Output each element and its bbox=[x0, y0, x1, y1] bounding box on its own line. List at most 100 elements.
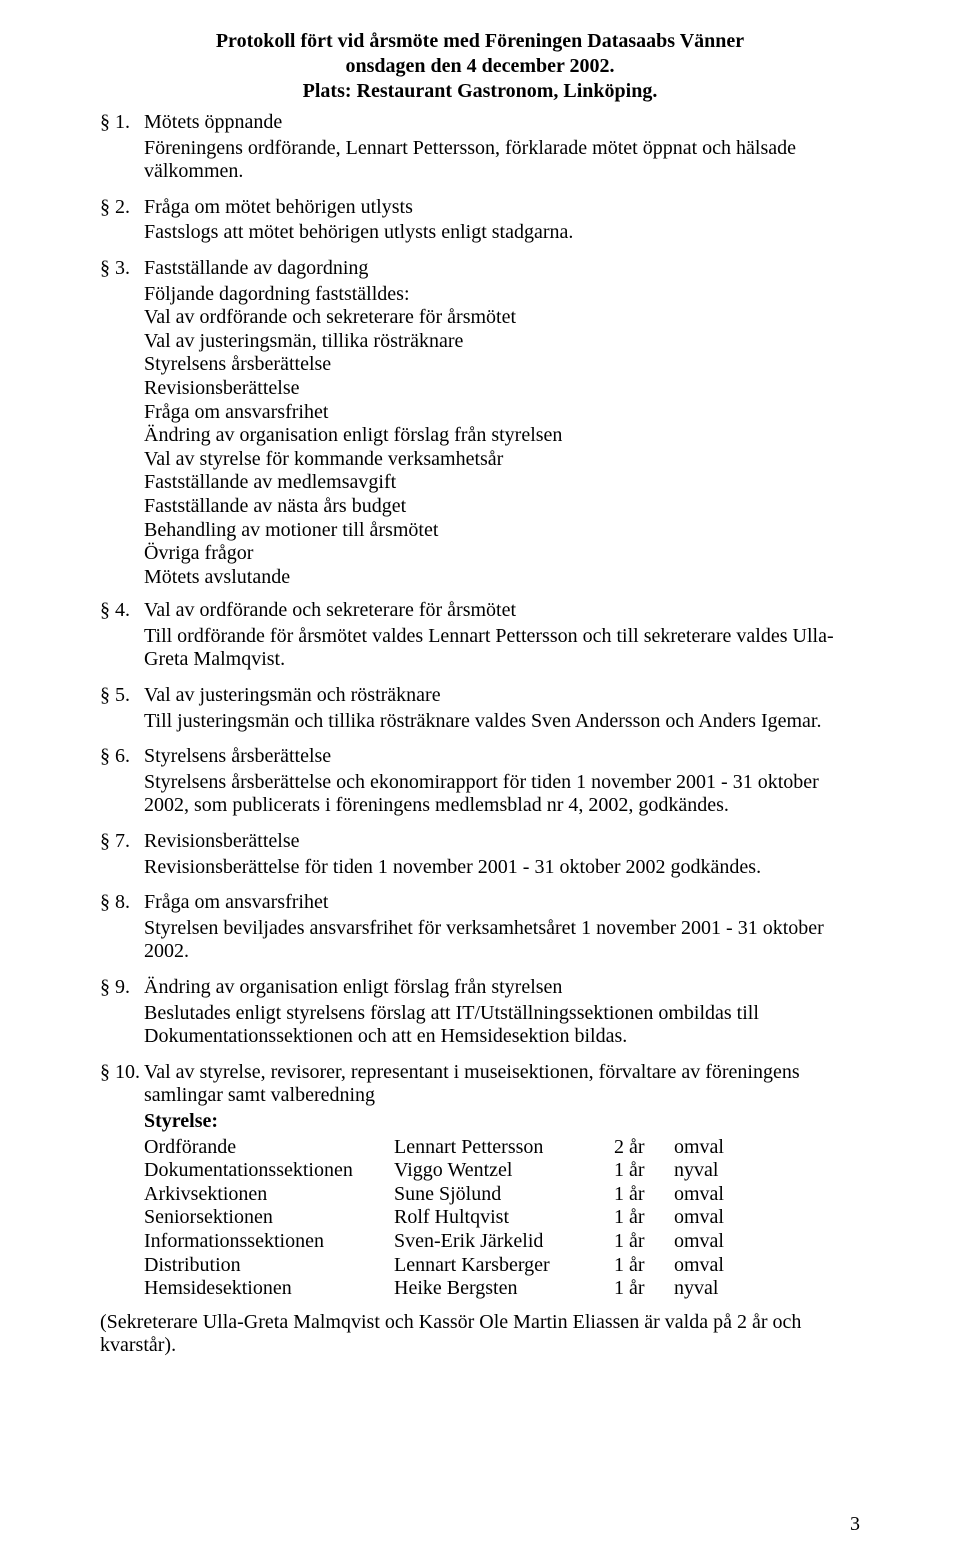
role-cell: Hemsidesektionen bbox=[144, 1277, 394, 1301]
section-text: Styrelsen beviljades ansvarsfrihet för v… bbox=[144, 917, 860, 964]
status-cell: nyval bbox=[674, 1277, 754, 1301]
section-body: Ändring av organisation enligt förslag f… bbox=[144, 976, 860, 1051]
section-number: § 6. bbox=[100, 745, 144, 768]
section-heading: Ändring av organisation enligt förslag f… bbox=[144, 976, 860, 1000]
section-heading: Val av styrelse, revisorer, representant… bbox=[144, 1061, 860, 1108]
term-cell: 1 år bbox=[614, 1206, 674, 1230]
section-heading: Fastställande av dagordning bbox=[144, 257, 860, 281]
table-row: Dokumentationssektionen Viggo Wentzel 1 … bbox=[144, 1159, 860, 1183]
term-cell: 1 år bbox=[614, 1159, 674, 1183]
table-row: Seniorsektionen Rolf Hultqvist 1 år omva… bbox=[144, 1206, 860, 1230]
agenda-item: Val av justeringsmän, tillika rösträknar… bbox=[144, 330, 860, 354]
name-cell: Rolf Hultqvist bbox=[394, 1206, 614, 1230]
name-cell: Lennart Pettersson bbox=[394, 1136, 614, 1160]
table-row: Arkivsektionen Sune Sjölund 1 år omval bbox=[144, 1183, 860, 1207]
section-number: § 1. bbox=[100, 111, 144, 134]
section-body: Fråga om mötet behörigen utlysts Fastslo… bbox=[144, 196, 860, 247]
page-location: Plats: Restaurant Gastronom, Linköping. bbox=[100, 80, 860, 103]
section-5: § 5. Val av justeringsmän och rösträknar… bbox=[100, 684, 860, 735]
agenda-item: Val av styrelse för kommande verksamhets… bbox=[144, 448, 860, 472]
section-7: § 7. Revisionsberättelse Revisionsberätt… bbox=[100, 830, 860, 881]
footer-note: (Sekreterare Ulla-Greta Malmqvist och Ka… bbox=[100, 1311, 860, 1357]
section-heading: Fråga om ansvarsfrihet bbox=[144, 891, 860, 915]
term-cell: 1 år bbox=[614, 1183, 674, 1207]
agenda-item: Revisionsberättelse bbox=[144, 377, 860, 401]
section-number: § 9. bbox=[100, 976, 144, 999]
role-cell: Informationssektionen bbox=[144, 1230, 394, 1254]
section-heading: Fråga om mötet behörigen utlysts bbox=[144, 196, 860, 220]
styrelse-table: Ordförande Lennart Pettersson 2 år omval… bbox=[144, 1136, 860, 1301]
term-cell: 1 år bbox=[614, 1254, 674, 1278]
section-4: § 4. Val av ordförande och sekreterare f… bbox=[100, 599, 860, 674]
page-subtitle: onsdagen den 4 december 2002. bbox=[100, 55, 860, 78]
agenda-item: Fastställande av medlemsavgift bbox=[144, 471, 860, 495]
section-body: Val av styrelse, revisorer, representant… bbox=[144, 1061, 860, 1301]
status-cell: omval bbox=[674, 1206, 754, 1230]
table-row: Hemsidesektionen Heike Bergsten 1 år nyv… bbox=[144, 1277, 860, 1301]
agenda-item: Ändring av organisation enligt förslag f… bbox=[144, 424, 860, 448]
section-body: Styrelsens årsberättelse Styrelsens årsb… bbox=[144, 745, 860, 820]
name-cell: Viggo Wentzel bbox=[394, 1159, 614, 1183]
section-text: Beslutades enligt styrelsens förslag att… bbox=[144, 1002, 860, 1049]
status-cell: nyval bbox=[674, 1159, 754, 1183]
table-row: Distribution Lennart Karsberger 1 år omv… bbox=[144, 1254, 860, 1278]
agenda-item: Fastställande av nästa års budget bbox=[144, 495, 860, 519]
role-cell: Seniorsektionen bbox=[144, 1206, 394, 1230]
section-heading: Revisionsberättelse bbox=[144, 830, 860, 854]
section-number: § 5. bbox=[100, 684, 144, 707]
section-body: Val av ordförande och sekreterare för år… bbox=[144, 599, 860, 674]
agenda-item: Val av ordförande och sekreterare för år… bbox=[144, 306, 860, 330]
section-number: § 2. bbox=[100, 196, 144, 219]
page-title: Protokoll fört vid årsmöte med Föreninge… bbox=[100, 30, 860, 53]
section-8: § 8. Fråga om ansvarsfrihet Styrelsen be… bbox=[100, 891, 860, 966]
section-text: Till justeringsmän och tillika rösträkna… bbox=[144, 710, 860, 734]
section-number: § 7. bbox=[100, 830, 144, 853]
role-cell: Ordförande bbox=[144, 1136, 394, 1160]
section-body: Mötets öppnande Föreningens ordförande, … bbox=[144, 111, 860, 186]
name-cell: Lennart Karsberger bbox=[394, 1254, 614, 1278]
section-heading: Val av justeringsmän och rösträknare bbox=[144, 684, 860, 708]
agenda-item: Följande dagordning fastställdes: bbox=[144, 283, 860, 307]
section-text: Styrelsens årsberättelse och ekonomirapp… bbox=[144, 771, 860, 818]
role-cell: Arkivsektionen bbox=[144, 1183, 394, 1207]
section-number: § 4. bbox=[100, 599, 144, 622]
section-9: § 9. Ändring av organisation enligt förs… bbox=[100, 976, 860, 1051]
name-cell: Heike Bergsten bbox=[394, 1277, 614, 1301]
section-text: Föreningens ordförande, Lennart Petterss… bbox=[144, 137, 860, 184]
section-body: Revisionsberättelse Revisionsberättelse … bbox=[144, 830, 860, 881]
agenda-item: Styrelsens årsberättelse bbox=[144, 353, 860, 377]
term-cell: 1 år bbox=[614, 1230, 674, 1254]
status-cell: omval bbox=[674, 1230, 754, 1254]
agenda-item: Övriga frågor bbox=[144, 542, 860, 566]
agenda-item: Fråga om ansvarsfrihet bbox=[144, 401, 860, 425]
section-text: Till ordförande för årsmötet valdes Lenn… bbox=[144, 625, 860, 672]
section-text: Fastslogs att mötet behörigen utlysts en… bbox=[144, 221, 860, 245]
styrelse-label: Styrelse: bbox=[144, 1110, 860, 1134]
section-10: § 10. Val av styrelse, revisorer, repres… bbox=[100, 1061, 860, 1301]
document-page: Protokoll fört vid årsmöte med Föreninge… bbox=[0, 0, 960, 1562]
section-heading: Val av ordförande och sekreterare för år… bbox=[144, 599, 860, 623]
name-cell: Sven-Erik Järkelid bbox=[394, 1230, 614, 1254]
name-cell: Sune Sjölund bbox=[394, 1183, 614, 1207]
status-cell: omval bbox=[674, 1254, 754, 1278]
table-row: Informationssektionen Sven-Erik Järkelid… bbox=[144, 1230, 860, 1254]
agenda-item: Behandling av motioner till årsmötet bbox=[144, 519, 860, 543]
section-number: § 8. bbox=[100, 891, 144, 914]
section-body: Fråga om ansvarsfrihet Styrelsen bevilja… bbox=[144, 891, 860, 966]
section-heading: Mötets öppnande bbox=[144, 111, 860, 135]
page-number: 3 bbox=[850, 1513, 860, 1536]
status-cell: omval bbox=[674, 1136, 754, 1160]
section-text: Revisionsberättelse för tiden 1 november… bbox=[144, 856, 860, 880]
section-number: § 3. bbox=[100, 257, 144, 280]
term-cell: 2 år bbox=[614, 1136, 674, 1160]
agenda-item: Mötets avslutande bbox=[144, 566, 860, 590]
section-body: Fastställande av dagordning Följande dag… bbox=[144, 257, 860, 589]
section-1: § 1. Mötets öppnande Föreningens ordföra… bbox=[100, 111, 860, 186]
section-6: § 6. Styrelsens årsberättelse Styrelsens… bbox=[100, 745, 860, 820]
section-3: § 3. Fastställande av dagordning Följand… bbox=[100, 257, 860, 589]
role-cell: Dokumentationssektionen bbox=[144, 1159, 394, 1183]
term-cell: 1 år bbox=[614, 1277, 674, 1301]
section-body: Val av justeringsmän och rösträknare Til… bbox=[144, 684, 860, 735]
section-heading: Styrelsens årsberättelse bbox=[144, 745, 860, 769]
status-cell: omval bbox=[674, 1183, 754, 1207]
